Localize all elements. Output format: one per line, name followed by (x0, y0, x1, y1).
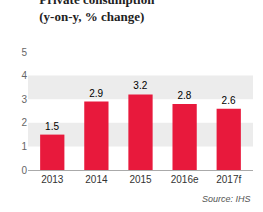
svg-text:3.2: 3.2 (133, 80, 147, 91)
svg-text:Private consumption(y-on-y, %: Private consumption(y-on-y, % change) (39, 0, 155, 24)
svg-text:1.5: 1.5 (45, 121, 59, 132)
svg-text:0: 0 (21, 165, 27, 176)
svg-text:2014: 2014 (85, 174, 108, 185)
svg-text:2.6: 2.6 (222, 95, 236, 106)
svg-text:1: 1 (21, 141, 27, 152)
svg-text:2.8: 2.8 (177, 90, 191, 101)
svg-text:3: 3 (21, 94, 27, 105)
svg-text:4: 4 (21, 70, 27, 81)
svg-text:2: 2 (21, 117, 27, 128)
svg-text:Source: IHS: Source: IHS (202, 194, 251, 204)
svg-text:2013: 2013 (41, 174, 64, 185)
svg-text:2017f: 2017f (216, 174, 241, 185)
svg-text:2.9: 2.9 (89, 88, 103, 99)
svg-text:2016e: 2016e (171, 174, 199, 185)
svg-text:5: 5 (21, 47, 27, 58)
svg-text:2015: 2015 (129, 174, 152, 185)
